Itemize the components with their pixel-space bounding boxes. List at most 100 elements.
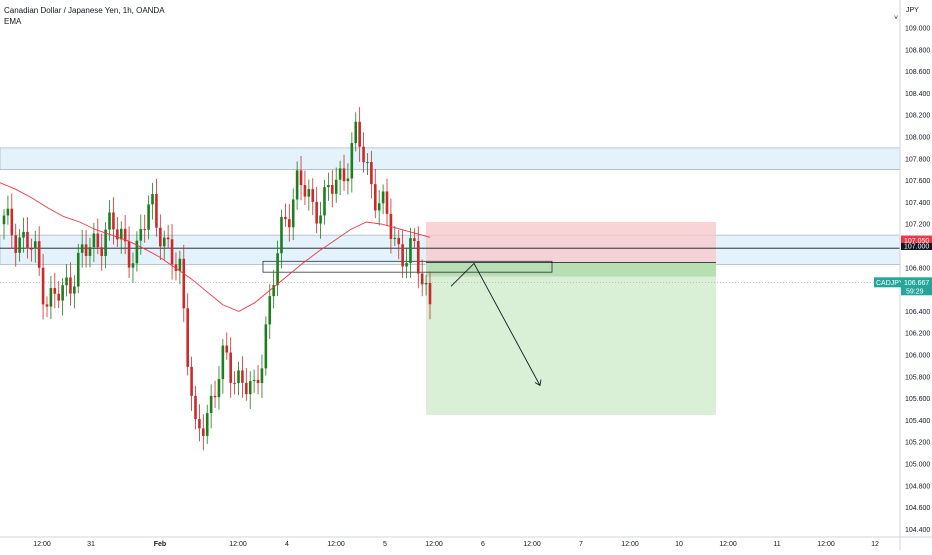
symbol-title[interactable]: Canadian Dollar / Japanese Yen, 1h, OAND… — [4, 6, 165, 15]
price-tick-label: 107.200 — [905, 222, 930, 229]
candle-body — [73, 286, 76, 294]
candle-body — [209, 395, 213, 414]
candle-body — [276, 253, 279, 286]
candle-body — [170, 239, 174, 265]
candle-body — [112, 212, 115, 230]
stop-price-badge — [901, 235, 932, 245]
price-tick-label: 108.200 — [905, 113, 930, 120]
symbol-badge — [874, 277, 901, 288]
candle-body — [233, 382, 236, 384]
price-tick-label: 107.400 — [905, 200, 930, 207]
currency-label: JPY — [906, 7, 919, 14]
candle-body — [377, 203, 381, 211]
candle-body — [229, 352, 232, 383]
candle-body — [370, 162, 373, 185]
candle-body — [373, 184, 377, 211]
time-tick-label: 7 — [579, 541, 583, 548]
arrow-head-icon — [534, 379, 542, 386]
candle-body — [14, 235, 18, 253]
candle-body — [182, 258, 186, 309]
candle-body — [92, 233, 96, 248]
candle-body — [225, 345, 229, 353]
candle-body — [303, 185, 307, 197]
price-tick-label: 105.200 — [905, 440, 930, 447]
candle-body — [100, 247, 104, 256]
candle-body — [119, 228, 123, 240]
price-tick-label: 107.800 — [905, 156, 930, 163]
candle-body — [151, 194, 154, 205]
candle-body — [127, 241, 131, 268]
candle-body — [405, 263, 408, 267]
highlight-box — [262, 260, 553, 273]
candle-body — [409, 238, 412, 264]
time-tick-label: 12:00 — [523, 541, 541, 548]
candle-body — [413, 238, 416, 242]
chart-legend: Canadian Dollar / Japanese Yen, 1h, OAND… — [4, 5, 165, 27]
entry-price-text: 107.000 — [904, 244, 929, 251]
candle-body — [131, 263, 135, 268]
candle-body — [237, 370, 240, 384]
candle-body — [108, 212, 111, 230]
candle-body — [350, 143, 354, 179]
candle-body — [284, 216, 287, 220]
candle-body — [315, 201, 318, 224]
candle-body — [213, 395, 217, 398]
time-tick-label: 12:00 — [621, 541, 639, 548]
candle-body — [116, 229, 119, 240]
ema-line — [0, 182, 431, 312]
candle-body — [65, 277, 68, 286]
price-tick-label: 108.600 — [905, 69, 930, 76]
symbol-text: CADJPY — [876, 280, 904, 287]
last-price-text: 106.667 — [904, 280, 929, 287]
candle-body — [330, 184, 334, 194]
price-tick-label: 104.400 — [905, 527, 930, 534]
candle-body — [268, 296, 272, 325]
candle-body — [33, 241, 37, 249]
price-tick-label: 109.000 — [905, 26, 930, 33]
resistance-zone — [0, 147, 901, 170]
candle-body — [264, 324, 268, 369]
price-tick-label: 105.800 — [905, 374, 930, 381]
candle-body — [162, 237, 166, 247]
candle-body — [84, 244, 88, 256]
candle-body — [135, 240, 139, 264]
candle-body — [190, 366, 193, 396]
candle-body — [323, 187, 326, 216]
candle-body — [166, 237, 170, 240]
time-tick-label: 10 — [675, 541, 683, 548]
price-tick-label: 104.800 — [905, 483, 930, 490]
candle-body — [338, 168, 342, 180]
candle-body — [416, 241, 420, 274]
projection-arrow — [450, 262, 541, 386]
candle-body — [41, 267, 45, 305]
indicator-label[interactable]: EMA — [4, 17, 22, 26]
candle-body — [354, 121, 358, 144]
time-tick-label: 4 — [285, 541, 289, 548]
candle-body — [295, 170, 299, 200]
candle-body — [366, 162, 369, 164]
candle-body — [319, 215, 322, 224]
candle-body — [26, 231, 29, 249]
time-tick-label: 5 — [383, 541, 387, 548]
time-tick-label: 12:00 — [33, 541, 51, 548]
candle-body — [10, 208, 14, 236]
time-tick-label: 12:00 — [229, 541, 247, 548]
candle-body — [311, 189, 315, 202]
countdown-text: 59:29 — [906, 288, 924, 295]
stop-loss-zone — [426, 222, 716, 263]
candle-body — [358, 121, 361, 147]
candle-body — [159, 227, 162, 247]
time-tick-label: 12:00 — [719, 541, 737, 548]
profit-band — [426, 262, 716, 277]
candle-body — [186, 308, 189, 367]
candle-body — [155, 194, 158, 228]
candle-body — [57, 293, 61, 301]
candle-body — [22, 231, 25, 238]
candle-body — [194, 395, 197, 420]
candle-body — [88, 247, 92, 256]
candle-body — [401, 244, 404, 267]
candle-body — [381, 191, 385, 204]
time-tick-label: 12:00 — [327, 541, 345, 548]
